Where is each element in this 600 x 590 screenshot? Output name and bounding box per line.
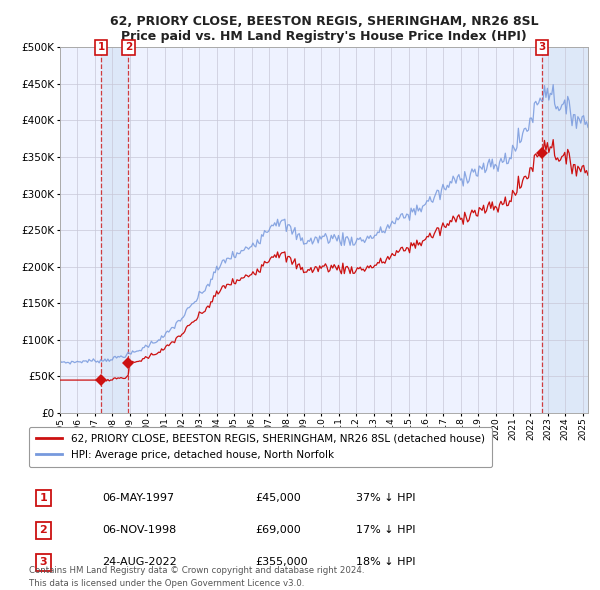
Text: 3: 3 — [538, 42, 545, 52]
Text: 18% ↓ HPI: 18% ↓ HPI — [356, 558, 416, 568]
Text: 2: 2 — [40, 525, 47, 535]
Text: £69,000: £69,000 — [255, 525, 301, 535]
Text: 1: 1 — [40, 493, 47, 503]
Title: 62, PRIORY CLOSE, BEESTON REGIS, SHERINGHAM, NR26 8SL
Price paid vs. HM Land Reg: 62, PRIORY CLOSE, BEESTON REGIS, SHERING… — [110, 15, 538, 43]
Text: £355,000: £355,000 — [255, 558, 308, 568]
Text: 37% ↓ HPI: 37% ↓ HPI — [356, 493, 416, 503]
Text: 24-AUG-2022: 24-AUG-2022 — [103, 558, 178, 568]
Text: 06-MAY-1997: 06-MAY-1997 — [103, 493, 175, 503]
Text: Contains HM Land Registry data © Crown copyright and database right 2024.
This d: Contains HM Land Registry data © Crown c… — [29, 566, 365, 588]
Text: 06-NOV-1998: 06-NOV-1998 — [103, 525, 177, 535]
Legend: 62, PRIORY CLOSE, BEESTON REGIS, SHERINGHAM, NR26 8SL (detached house), HPI: Ave: 62, PRIORY CLOSE, BEESTON REGIS, SHERING… — [29, 427, 492, 467]
Text: 1: 1 — [97, 42, 104, 52]
Text: £45,000: £45,000 — [255, 493, 301, 503]
Bar — [101, 47, 128, 413]
Bar — [542, 47, 588, 413]
Text: 3: 3 — [40, 558, 47, 568]
Text: 2: 2 — [125, 42, 132, 52]
Text: 17% ↓ HPI: 17% ↓ HPI — [356, 525, 416, 535]
